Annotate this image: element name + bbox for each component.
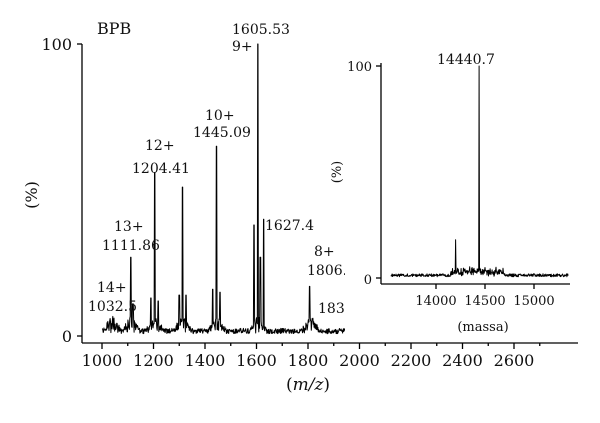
y-tick-label-100: 100 [41, 35, 72, 54]
inset-y-tick-label-0: 0 [364, 273, 372, 288]
x-tick-label: 2000 [339, 351, 380, 370]
inset-y-axis-label: (%) [330, 161, 345, 184]
annotation-14-mz: 1032.5 [88, 299, 137, 315]
x-tick-label: 1400 [185, 351, 226, 370]
x-tick-label: 1200 [133, 351, 174, 370]
annotation-8-charge: 8+ [314, 244, 335, 260]
annotation-12-charge: 12+ [145, 138, 175, 154]
inset-x-tick-label-14000: 14000 [415, 294, 456, 309]
annotation-9-mz: 1605.53 [232, 22, 290, 38]
annotation-10-charge: 10+ [205, 108, 235, 124]
main-x-ticks [101, 343, 541, 349]
main-spectrum-trace [101, 43, 358, 335]
inset-x-axis-label: (massa) [457, 320, 508, 335]
inset-background [345, 50, 582, 342]
inset-x-ticks [435, 284, 535, 289]
x-tick-label: 1600 [236, 351, 277, 370]
annotation-1627-mz: 1627.4 [265, 218, 314, 234]
annotation-13-mz: 1111.86 [102, 238, 160, 254]
y-tick-label-0: 0 [62, 327, 72, 346]
inset-peak-label: 14440.7 [437, 52, 495, 68]
x-tick-label: 1000 [82, 351, 123, 370]
x-axis-label: (m/z) [286, 375, 330, 395]
annotation-13-charge: 13+ [114, 219, 144, 235]
annotation-10-mz: 1445.09 [193, 125, 251, 141]
x-tick-label: 2400 [442, 351, 483, 370]
x-tick-label: 1800 [288, 351, 329, 370]
y-axis-label: (%) [22, 181, 41, 209]
inset-x-tick-label-14500: 14500 [464, 294, 505, 309]
annotation-12-mz: 1204.41 [132, 161, 190, 177]
x-tick-label: 2200 [391, 351, 432, 370]
x-tick-label: 2600 [494, 351, 535, 370]
inset-spectrum-trace [390, 65, 569, 278]
chart-title: BPB [97, 19, 131, 38]
main-x-tick-labels: 1000 1200 1400 1600 1800 2000 2200 2400 2600 [82, 351, 535, 370]
inset-y-tick-label-100: 100 [347, 60, 372, 75]
inset-x-tick-label-15000: 15000 [513, 294, 554, 309]
annotation-14-charge: 14+ [97, 280, 127, 296]
annotation-9-charge: 9+ [232, 39, 253, 55]
